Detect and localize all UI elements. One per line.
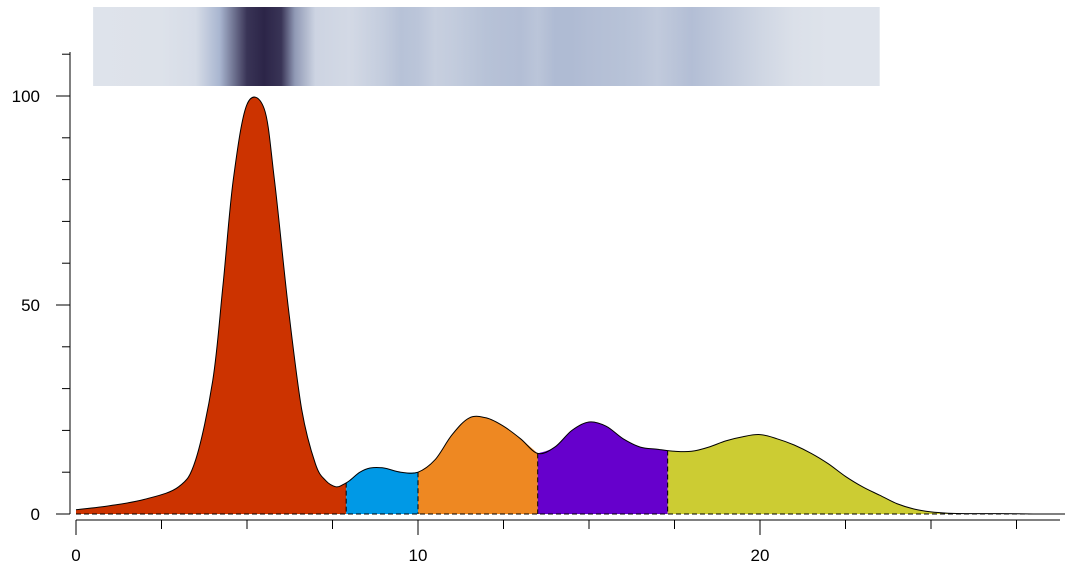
- profile-outline: [75, 96, 1065, 515]
- x-tick-label: 10: [409, 546, 428, 565]
- y-tick-label: 50: [21, 296, 40, 315]
- axes: 0 50 100 0 10 20: [12, 52, 1060, 565]
- peak-area-2: [346, 467, 418, 514]
- y-tick-label: 100: [12, 87, 40, 106]
- profile-line: [75, 96, 1065, 515]
- peak-areas: [76, 97, 1065, 515]
- y-tick-label: 0: [31, 505, 40, 524]
- peak-area-5: [667, 434, 1065, 515]
- peak-area-3: [418, 416, 538, 514]
- x-tick-label: 20: [751, 546, 770, 565]
- peak-area-4: [537, 421, 668, 514]
- gel-band-image: [93, 7, 880, 86]
- peak-area-1: [76, 97, 347, 515]
- gel-band: [93, 7, 880, 86]
- x-tick-label: 0: [71, 546, 80, 565]
